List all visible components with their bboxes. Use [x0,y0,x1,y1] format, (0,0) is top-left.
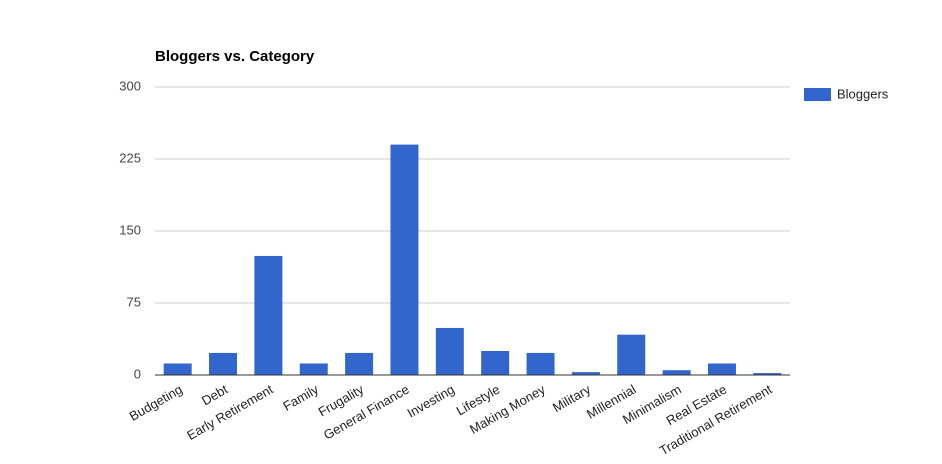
y-tick-label: 150 [119,222,141,237]
bar [163,363,192,375]
bar [435,327,464,375]
chart-title: Bloggers vs. Category [155,48,315,65]
x-tick-label: Investing [404,382,457,421]
y-tick-label: 0 [134,366,141,381]
bar [526,352,555,375]
legend-swatch [804,88,831,101]
bar [345,352,374,375]
x-tick-label: Debt [199,381,231,408]
bar [617,334,646,375]
y-tick-label: 75 [127,294,141,309]
bar [753,373,782,375]
x-tick-label: Budgeting [127,382,185,424]
x-tick-label: Family [280,381,321,413]
bar [299,363,328,375]
y-tick-label: 225 [119,150,141,165]
legend-label: Bloggers [837,86,889,101]
y-tick-label: 300 [119,78,141,93]
x-tick-label: Early Retirement [184,381,276,443]
bar [571,372,600,375]
bar [390,144,419,375]
bar [481,351,510,375]
bar [707,363,736,375]
bar [662,370,691,375]
bar [209,352,238,375]
bar [254,255,283,375]
